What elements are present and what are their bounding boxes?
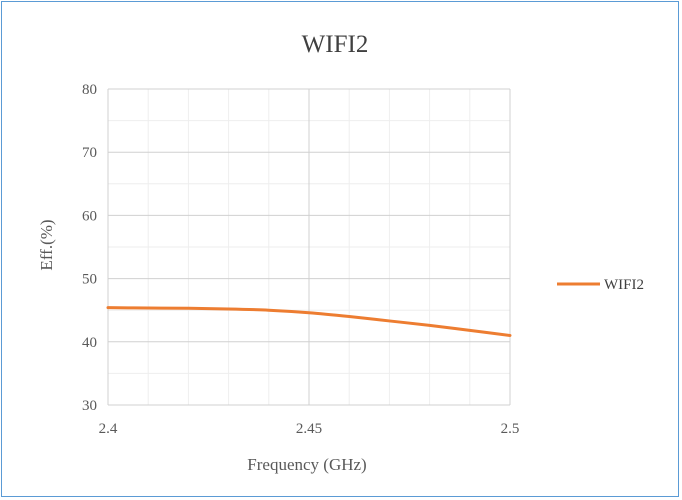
y-tick-label: 60 <box>82 208 97 224</box>
legend: WIFI2 <box>557 277 644 293</box>
x-tick-label: 2.4 <box>99 421 118 437</box>
y-tick-label: 80 <box>82 82 97 98</box>
y-tick-label: 30 <box>82 398 97 414</box>
y-axis-label: Eff.(%) <box>37 219 56 270</box>
plot-grid <box>107 88 511 406</box>
x-axis-label: Frequency (GHz) <box>247 455 366 474</box>
legend-label-wifi2: WIFI2 <box>604 277 644 293</box>
y-tick-label: 70 <box>82 145 97 161</box>
y-tick-label: 50 <box>82 272 97 288</box>
y-tick-label: 40 <box>82 335 97 351</box>
series-layer <box>106 306 512 337</box>
x-tick-label: 2.5 <box>501 421 520 437</box>
series-line-wifi2 <box>106 306 512 337</box>
chart-title: WIFI2 <box>302 31 369 58</box>
x-tick-label: 2.45 <box>296 421 322 437</box>
axis-tick-labels: 30 40 50 60 70 80 2.4 2.45 2.5 <box>82 82 519 437</box>
